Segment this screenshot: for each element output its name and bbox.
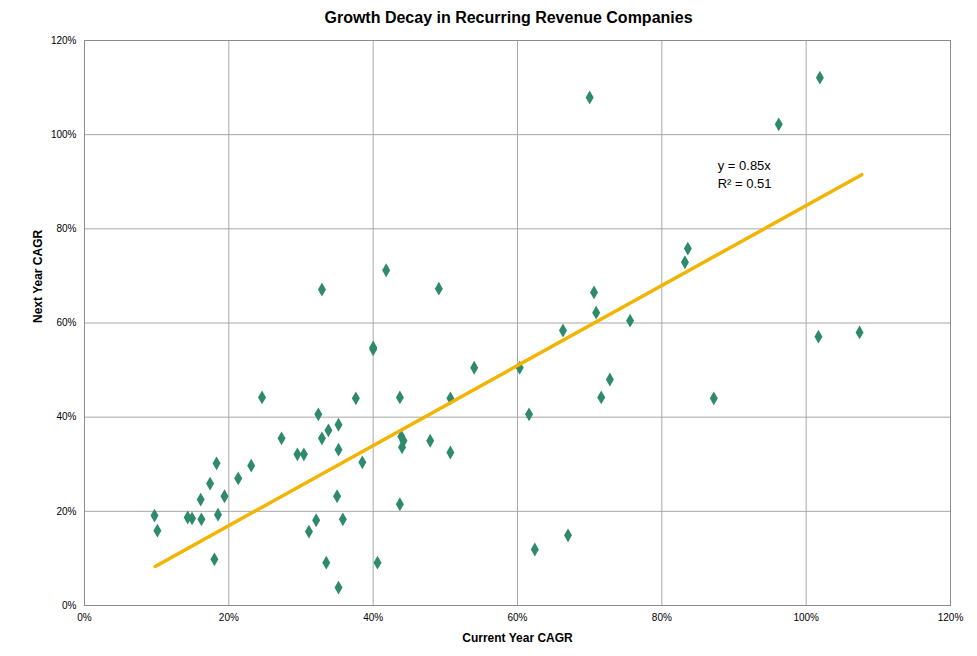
svg-text:0%: 0% [77,612,92,623]
svg-text:0%: 0% [62,600,77,611]
svg-text:120%: 120% [938,612,964,623]
svg-text:80%: 80% [652,612,672,623]
svg-text:100%: 100% [793,612,819,623]
svg-text:60%: 60% [507,612,527,623]
svg-text:20%: 20% [56,506,76,517]
svg-text:80%: 80% [56,223,76,234]
html-text:Growth Decay in Recurring Reve: Growth Decay in Recurring Revenue Compan… [324,9,693,26]
svg-text:40%: 40% [363,612,383,623]
svg-text:40%: 40% [56,411,76,422]
svg-text:120%: 120% [51,35,77,46]
svg-text:20%: 20% [219,612,239,623]
svg-text:R² = 0.51: R² = 0.51 [718,176,772,191]
svg-text:Current Year CAGR: Current Year CAGR [462,631,573,645]
svg-text:100%: 100% [51,129,77,140]
svg-text:60%: 60% [56,317,76,328]
svg-text:Next Year CAGR: Next Year CAGR [31,230,45,323]
svg-text:y = 0.85x: y = 0.85x [718,158,772,173]
